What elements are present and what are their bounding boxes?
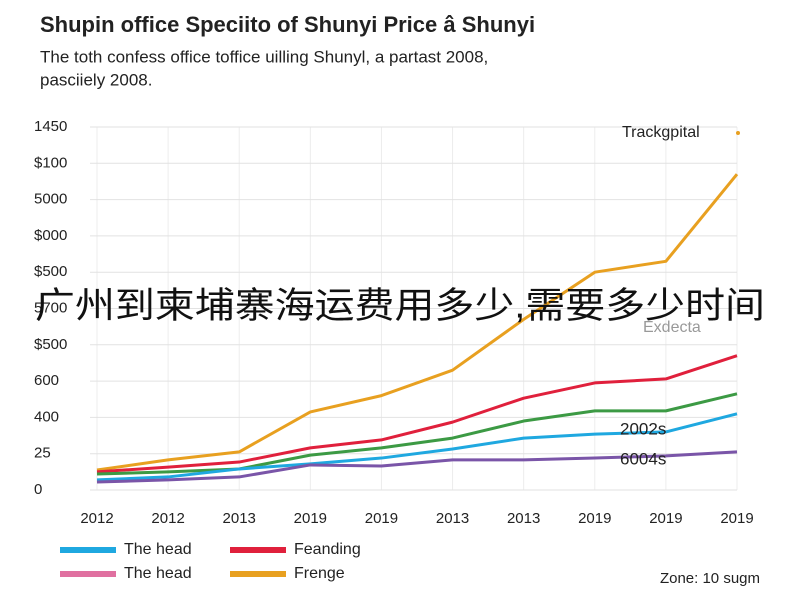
legend-label: Feanding [294, 541, 361, 558]
annotation: 2002s [620, 419, 666, 438]
series-line [96, 173, 739, 472]
legend-label: The head [124, 565, 192, 582]
chart-title: Shupin office Speciito of Shunyi Price â… [40, 12, 535, 37]
x-tick-label: 2019 [294, 510, 327, 527]
x-tick-label: 2019 [720, 510, 753, 527]
legend-swatch [230, 547, 286, 553]
x-tick-label: 2012 [151, 510, 184, 527]
plot: 2012 2012 2013 2019 2019 2013 2013 2019 2019 2019… [34, 118, 754, 527]
legend-label: The head [124, 541, 192, 558]
y-tick-label: 5700 [34, 299, 67, 316]
annotation: 6004s [620, 449, 666, 468]
annotation-dot [736, 131, 740, 135]
x-tick-label: 2012 [80, 510, 113, 527]
legend-swatch [60, 547, 116, 553]
footer: Zone: 10 sugm [660, 570, 760, 587]
legend-swatch [230, 571, 286, 577]
y-tick-label: 5000 [34, 191, 67, 208]
x-tick-label: 2013 [436, 510, 469, 527]
x-tick-label: 2013 [507, 510, 540, 527]
annotation: Exdecta [643, 319, 701, 336]
y-tick-label: 600 [34, 372, 59, 389]
legend: The head Feanding The head Frenge [60, 541, 361, 582]
y-tick-label: $000 [34, 227, 67, 244]
subtitle: pasciiely 2008. [40, 70, 152, 89]
y-tick-label: 1450 [34, 118, 67, 135]
series-line [96, 354, 738, 474]
subtitle: The toth confess office toffice uilling … [40, 47, 488, 66]
legend-label: Frenge [294, 565, 345, 582]
series-line [96, 392, 738, 476]
series-line [96, 450, 738, 484]
y-tick-label: $500 [34, 263, 67, 280]
annotation: Trackgpital [622, 124, 700, 141]
y-tick-label: 0 [34, 481, 42, 498]
x-tick-label: 2019 [649, 510, 682, 527]
x-tick-label: 2013 [223, 510, 256, 527]
y-tick-label: 25 [34, 445, 51, 462]
y-tick-label: $500 [34, 336, 67, 353]
y-tick-label: 400 [34, 408, 59, 425]
y-tick-label: $100 [34, 154, 67, 171]
x-tick-label: 2019 [365, 510, 398, 527]
x-tick-label: 2019 [578, 510, 611, 527]
series-line [96, 412, 738, 482]
overlay-text: 广州到柬埔寨海运费用多少,需要多少时间 [35, 285, 765, 326]
legend-swatch [60, 571, 116, 577]
